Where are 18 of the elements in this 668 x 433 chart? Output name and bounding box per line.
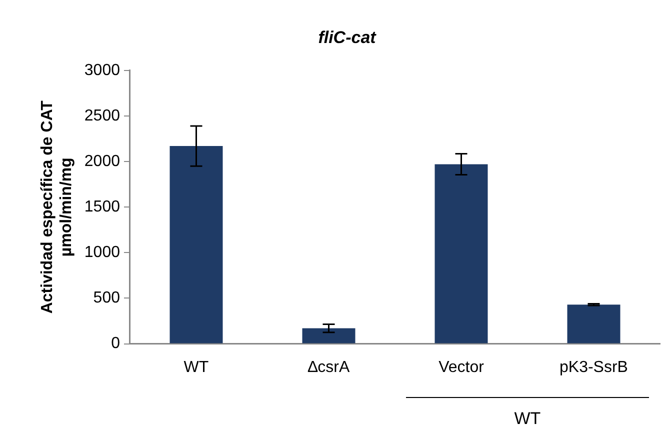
bar <box>302 328 356 344</box>
y-axis-title: Actividad específica de CAT µmol/min/mg <box>39 100 76 314</box>
text: WT <box>514 408 541 429</box>
chart-title: fliC-cat <box>318 28 378 47</box>
x-tick-label: pK3-SsrB <box>560 358 628 376</box>
y-tick-label: 2000 <box>84 152 120 170</box>
y-tick-label: 0 <box>111 335 120 352</box>
x-tick-label: Vector <box>438 358 485 376</box>
y-tick-label: 3000 <box>84 62 120 79</box>
y-tick-label: 1500 <box>84 198 120 216</box>
y-tick-label: 1000 <box>84 244 120 262</box>
bar <box>567 304 620 344</box>
bar <box>434 164 488 344</box>
x-tick-label: WT <box>184 358 209 376</box>
y-tick-label: 500 <box>93 290 120 307</box>
y-tick-label: 2500 <box>84 107 120 124</box>
x-tick-label: ∆csrA <box>308 358 350 376</box>
bar <box>170 146 223 344</box>
